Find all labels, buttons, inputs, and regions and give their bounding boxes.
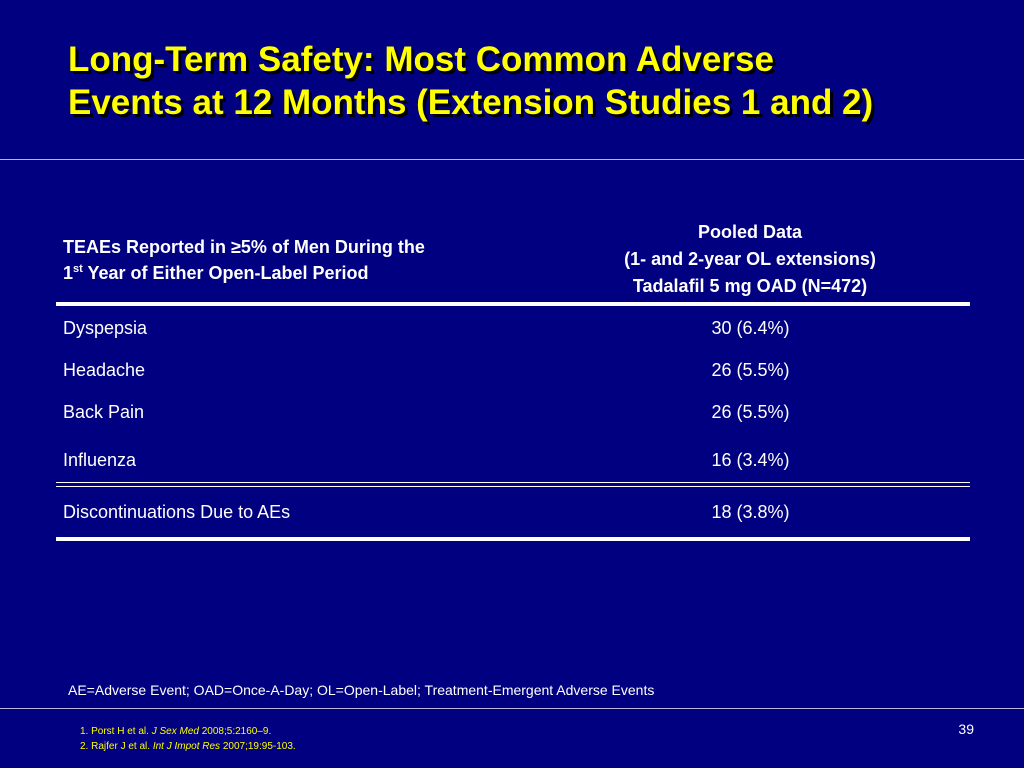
- row-value-influenza: 16 (3.4%): [711, 450, 790, 470]
- footer-divider: [0, 708, 1024, 709]
- row-label-influenza: Influenza: [63, 450, 137, 470]
- table-header-teaes-line-1: TEAEs Reported in ≥5% of Men During the: [63, 237, 425, 257]
- reference-2-authors: 2. Rajfer J et al.: [80, 741, 153, 752]
- table-row: Dyspepsia 30 (6.4%): [63, 315, 963, 341]
- reference-1: 1. Porst H et al. J Sex Med 2008;5:2160–…: [80, 724, 296, 739]
- table-header-pooled-data: Pooled Data (1- and 2-year OL extensions…: [560, 219, 940, 300]
- table-header-teaes-line-2: 1st Year of Either Open-Label Period: [63, 260, 543, 286]
- row-value-discontinuations: 18 (3.8%): [711, 502, 790, 522]
- title-divider: [0, 159, 1024, 160]
- row-value-back-pain: 26 (5.5%): [711, 402, 790, 422]
- slide-title-line-2: Events at 12 Months (Extension Studies 1…: [68, 83, 874, 122]
- row-label-discontinuations: Discontinuations Due to AEs: [63, 502, 291, 522]
- table-header-pooled-line-3: Tadalafil 5 mg OAD (N=472): [632, 276, 868, 296]
- row-value-headache: 26 (5.5%): [711, 360, 790, 380]
- slide-title: Long-Term Safety: Most Common Adverse Ev…: [68, 38, 1008, 124]
- table-header-teaes: TEAEs Reported in ≥5% of Men During the …: [63, 234, 543, 286]
- reference-2-journal: Int J Impot Res: [152, 741, 221, 752]
- table-header-pooled-line-1: Pooled Data: [697, 222, 803, 242]
- reference-1-journal: J Sex Med: [151, 726, 199, 737]
- table-header-ordinal-suffix: st: [73, 263, 83, 275]
- table-bottom-rule: [56, 537, 970, 541]
- table-header-teaes-line-2-text: Year of Either Open-Label Period: [82, 263, 369, 283]
- reference-2: 2. Rajfer J et al. Int J Impot Res 2007;…: [80, 739, 296, 754]
- references: 1. Porst H et al. J Sex Med 2008;5:2160–…: [80, 724, 296, 754]
- table-summary-row: Discontinuations Due to AEs 18 (3.8%): [63, 499, 963, 525]
- reference-2-citation: 2007;19:95-103.: [220, 741, 296, 752]
- row-label-headache: Headache: [63, 360, 146, 380]
- row-label-back-pain: Back Pain: [63, 402, 145, 422]
- row-label-dyspepsia: Dyspepsia: [63, 318, 148, 338]
- page-number: 39: [958, 721, 974, 737]
- table-header-rule: [56, 302, 970, 306]
- slide-title-line-1: Long-Term Safety: Most Common Adverse: [68, 40, 774, 79]
- table-summary-divider: [56, 482, 970, 487]
- reference-1-citation: 2008;5:2160–9.: [198, 726, 272, 737]
- table-row: Headache 26 (5.5%): [63, 357, 963, 383]
- table-header-ordinal-number: 1: [63, 263, 74, 283]
- table-header-pooled-line-2: (1- and 2-year OL extensions): [624, 249, 876, 269]
- abbreviations-footnote: AE=Adverse Event; OAD=Once-A-Day; OL=Ope…: [68, 682, 655, 698]
- table-row: Influenza 16 (3.4%): [63, 447, 963, 473]
- row-value-dyspepsia: 30 (6.4%): [711, 318, 790, 338]
- reference-1-authors: 1. Porst H et al.: [80, 726, 152, 737]
- table-row: Back Pain 26 (5.5%): [63, 399, 963, 425]
